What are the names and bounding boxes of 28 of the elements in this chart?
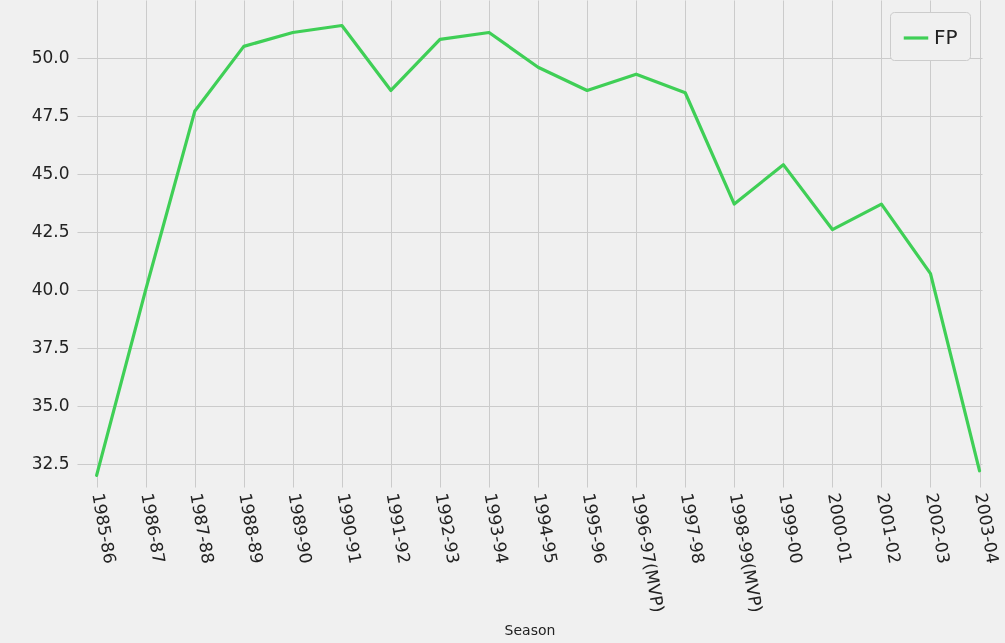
- y-tick-label: 40.0: [31, 279, 70, 300]
- x-tick-label: 2001-02: [873, 491, 906, 566]
- x-tick-label: 1989-90: [284, 491, 317, 566]
- y-tick-label: 42.5: [31, 221, 70, 242]
- x-tick-label: 1986-87: [137, 491, 170, 566]
- x-tick-label: 1995-96: [578, 491, 611, 566]
- x-tick-label: 1997-98: [676, 491, 709, 566]
- x-tick-label: 1985-86: [88, 491, 121, 566]
- y-tick-label: 32.5: [31, 453, 70, 474]
- x-tick-label: 1993-94: [480, 491, 513, 566]
- x-tick-label: 2002-03: [922, 491, 955, 566]
- x-tick-label: 1991-92: [382, 491, 415, 566]
- y-tick-label: 35.0: [31, 395, 70, 416]
- x-tick-label: 1992-93: [431, 491, 464, 566]
- legend-label: FP: [934, 25, 958, 49]
- y-tick-label: 37.5: [31, 337, 70, 358]
- x-tick-label: 2003-04: [971, 491, 1004, 566]
- y-tick-label: 50.0: [31, 47, 70, 68]
- x-tick-label: 1994-95: [529, 491, 562, 566]
- x-tick-label: 1988-89: [235, 491, 268, 566]
- x-tick-label: 2000-01: [824, 491, 857, 566]
- line-series: [95, 23, 982, 478]
- x-axis-title: Season: [504, 621, 556, 638]
- x-tick-label: 1987-88: [186, 491, 219, 566]
- x-tick-label: 1999-00: [774, 491, 808, 566]
- x-tick-label: 1990-91: [333, 491, 366, 566]
- y-tick-label: 47.5: [31, 105, 70, 126]
- y-tick-label: 45.0: [31, 163, 70, 184]
